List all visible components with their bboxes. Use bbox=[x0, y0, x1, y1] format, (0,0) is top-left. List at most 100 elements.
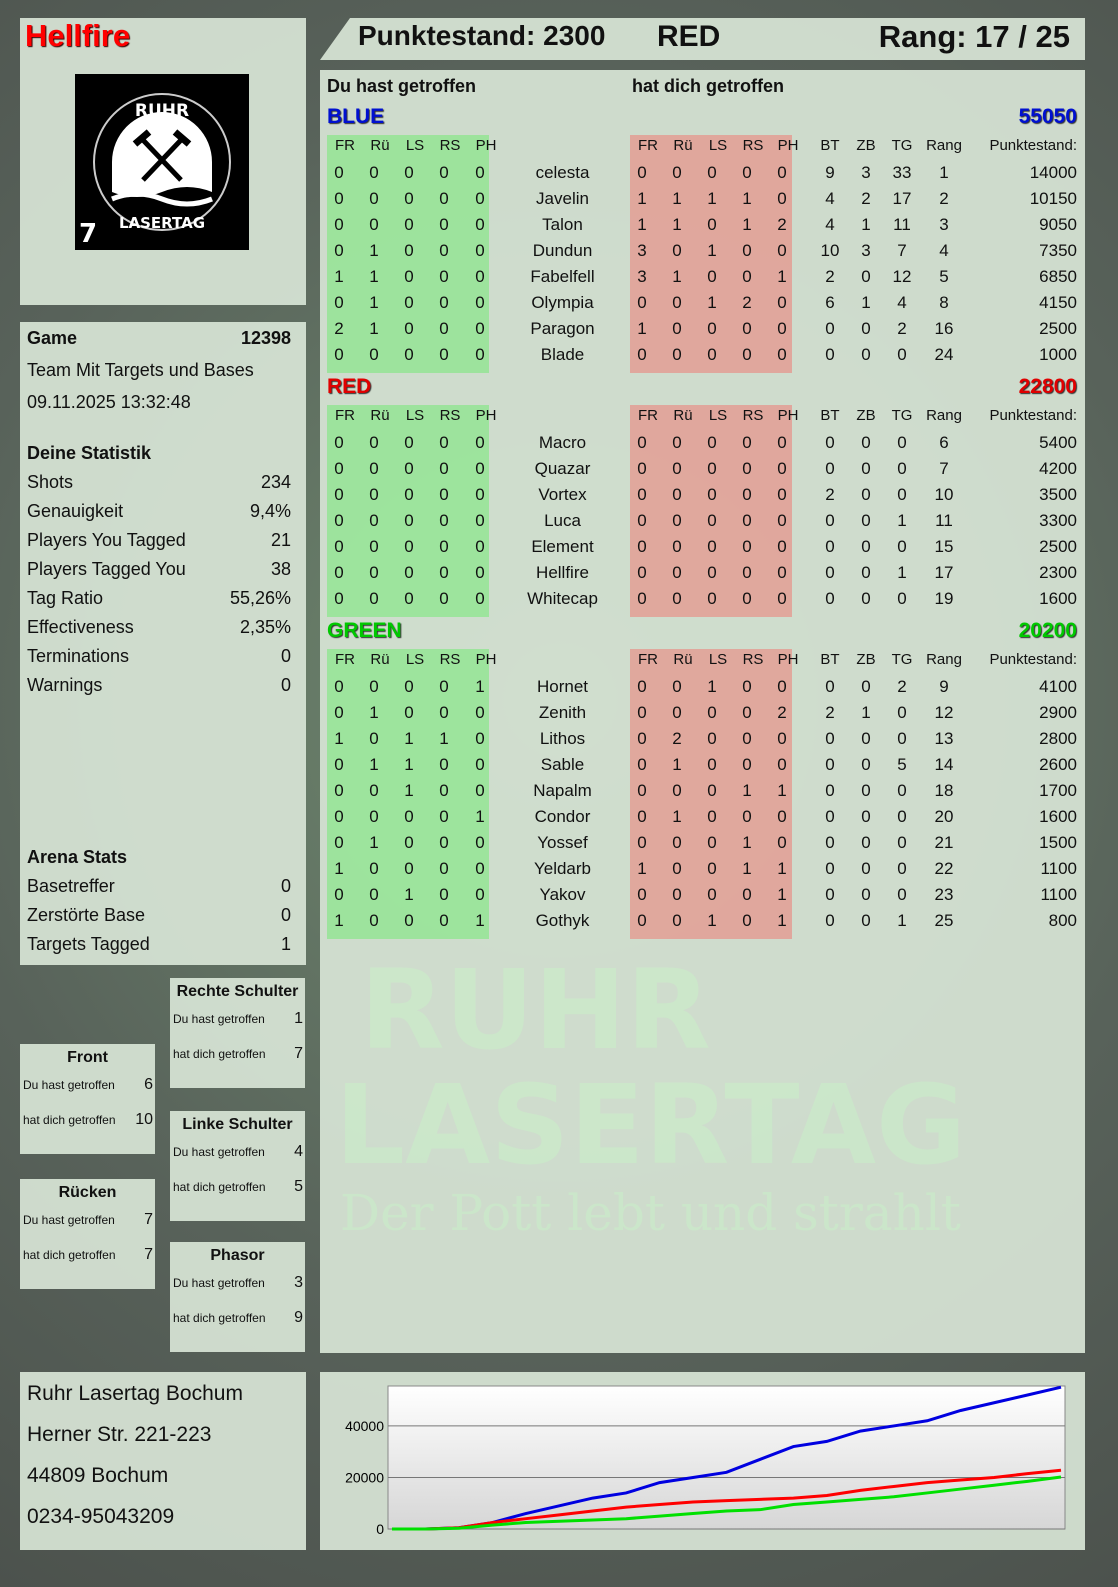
col-header: FR bbox=[638, 407, 658, 424]
player-score: 14000 bbox=[1029, 163, 1077, 182]
hit-you-cell: 0 bbox=[637, 459, 647, 478]
hit-you-cell: 0 bbox=[637, 433, 647, 452]
col-header: RS bbox=[439, 651, 461, 668]
svg-text:7: 7 bbox=[79, 219, 97, 249]
hit-you-cell: 0 bbox=[707, 703, 717, 722]
svg-text:RUHR: RUHR bbox=[135, 101, 189, 121]
stat-cell: 0 bbox=[825, 345, 835, 364]
stat-cell: 5 bbox=[939, 267, 949, 286]
you-hit-cell: 0 bbox=[475, 703, 485, 722]
you-hit-cell: 1 bbox=[369, 833, 379, 852]
zone-panel: Linke Schulter Du hast getroffen 4 hat dich… bbox=[170, 1111, 305, 1221]
hit-you-cell: 0 bbox=[777, 755, 787, 774]
hit-you-cell: 0 bbox=[742, 511, 752, 530]
you-hit-cell: 1 bbox=[334, 859, 344, 878]
you-hit-cell: 0 bbox=[475, 189, 485, 208]
player-name: celesta bbox=[535, 163, 590, 182]
team-score: 20200 bbox=[1018, 619, 1077, 642]
player-score: 6850 bbox=[1039, 267, 1077, 286]
player-row: 1 0 0 0 0 Yeldarb 1 0 0 1 1 0 0 0 22 1100 bbox=[320, 859, 1085, 885]
stat-cell: 0 bbox=[861, 781, 871, 800]
you-hit-cell: 0 bbox=[369, 345, 379, 364]
col-header: PH bbox=[777, 137, 799, 154]
stat-cell: 0 bbox=[825, 911, 835, 930]
stat-cell: 17 bbox=[934, 563, 954, 582]
col-header: Rü bbox=[370, 137, 390, 154]
stat-cell: 0 bbox=[825, 885, 835, 904]
stat-cell: 1 bbox=[897, 511, 907, 530]
hit-you-cell: 0 bbox=[777, 677, 787, 696]
you-hit-cell: 0 bbox=[334, 781, 344, 800]
hit-you-cell: 0 bbox=[777, 511, 787, 530]
stat-cell: 0 bbox=[861, 563, 871, 582]
hit-you-cell: 0 bbox=[742, 589, 752, 608]
col-header: ZB bbox=[856, 137, 876, 154]
stat-cell: 18 bbox=[934, 781, 954, 800]
stat-value: 21 bbox=[270, 530, 291, 550]
col-header: BT bbox=[820, 137, 840, 154]
player-logo: RUHR LASERTAG 7 bbox=[75, 74, 249, 250]
stat-cell: 0 bbox=[861, 537, 871, 556]
col-header: RS bbox=[439, 407, 461, 424]
stat-cell: 0 bbox=[861, 433, 871, 452]
hit-you-cell: 0 bbox=[742, 459, 752, 478]
hit-you-cell: 0 bbox=[777, 459, 787, 478]
you-hit-cell: 0 bbox=[475, 859, 485, 878]
col-header: Rang bbox=[926, 651, 962, 668]
hit-you-cell: 0 bbox=[742, 563, 752, 582]
you-hit-cell: 1 bbox=[404, 781, 414, 800]
player-name: Fabelfell bbox=[530, 267, 595, 286]
player-row: 0 0 0 0 1 Condor 0 1 0 0 0 0 0 0 20 1600 bbox=[320, 807, 1085, 833]
zone-you-hit-value: 4 bbox=[294, 1143, 303, 1160]
stat-cell: 7 bbox=[897, 241, 907, 260]
hit-you-cell: 0 bbox=[672, 885, 682, 904]
stat-cell: 0 bbox=[825, 319, 835, 338]
you-hit-cell: 0 bbox=[439, 563, 449, 582]
stat-value: 9,4% bbox=[249, 501, 291, 521]
you-hit-cell: 0 bbox=[439, 885, 449, 904]
player-row: 0 0 0 0 0 celesta 0 0 0 0 0 9 3 33 1 14000 bbox=[320, 163, 1085, 189]
stat-cell: 11 bbox=[935, 511, 953, 530]
col-header: ZB bbox=[856, 651, 876, 668]
col-header: Rü bbox=[673, 137, 693, 154]
col-header: LS bbox=[708, 407, 728, 424]
you-hit-cell: 0 bbox=[334, 537, 344, 556]
stat-cell: 6 bbox=[825, 293, 835, 312]
col-header: FR bbox=[638, 651, 658, 668]
stat-cell: 25 bbox=[934, 911, 954, 930]
you-hit-cell: 0 bbox=[475, 833, 485, 852]
player-row: 0 1 0 0 0 Dundun 3 0 1 0 0 10 3 7 4 7350 bbox=[320, 241, 1085, 267]
player-score: 7350 bbox=[1039, 241, 1077, 260]
you-hit-cell: 0 bbox=[334, 885, 344, 904]
hit-you-cell: 0 bbox=[707, 163, 717, 182]
you-hit-bg bbox=[327, 405, 489, 617]
stat-cell: 0 bbox=[897, 807, 907, 826]
player-score: 4150 bbox=[1039, 293, 1077, 312]
hit-you-cell: 1 bbox=[672, 267, 682, 286]
you-hit-cell: 0 bbox=[475, 729, 485, 748]
you-hit-cell: 1 bbox=[369, 241, 379, 260]
stat-cell: 4 bbox=[825, 215, 835, 234]
hit-you-cell: 0 bbox=[742, 319, 752, 338]
hit-you-cell: 0 bbox=[672, 345, 682, 364]
hit-you-cell: 0 bbox=[777, 537, 787, 556]
hit-you-cell: 0 bbox=[672, 677, 682, 696]
stat-label: Players Tagged You bbox=[27, 559, 186, 579]
arena-stat-label: Zerstörte Base bbox=[27, 905, 146, 925]
zone-title: Linke Schulter bbox=[182, 1116, 293, 1133]
you-hit-cell: 0 bbox=[404, 859, 414, 878]
hit-you-cell: 0 bbox=[742, 911, 752, 930]
stat-cell: 7 bbox=[939, 459, 949, 478]
hit-you-cell: 0 bbox=[637, 163, 647, 182]
hit-you-cell: 0 bbox=[707, 345, 717, 364]
hit-you-cell: 0 bbox=[672, 319, 682, 338]
zone-you-hit-label: Du hast getroffen bbox=[173, 1012, 265, 1026]
you-hit-cell: 0 bbox=[369, 859, 379, 878]
you-hit-cell: 0 bbox=[475, 459, 485, 478]
stat-cell: 0 bbox=[825, 563, 835, 582]
stat-cell: 0 bbox=[861, 485, 871, 504]
col-header: LS bbox=[405, 407, 425, 424]
hit-you-cell: 0 bbox=[777, 589, 787, 608]
you-hit-cell: 1 bbox=[439, 729, 449, 748]
player-name: Javelin bbox=[536, 189, 589, 208]
